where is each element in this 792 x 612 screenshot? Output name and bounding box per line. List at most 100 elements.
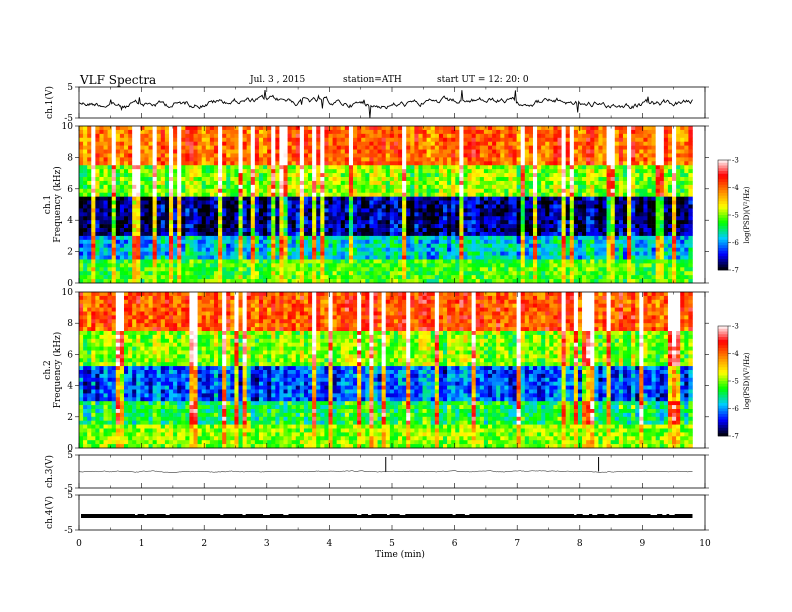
spectrogram-cell	[336, 177, 342, 182]
spectrogram-cell	[606, 192, 611, 197]
spectrogram-cell	[443, 165, 448, 170]
spectrogram-cell	[492, 133, 497, 139]
spectrogram-cell	[598, 126, 603, 131]
spectrogram-cell	[520, 251, 526, 256]
spectrogram-cell	[410, 243, 415, 248]
spectrogram-cell	[438, 247, 444, 252]
spectrogram-cell	[128, 251, 133, 256]
spectrogram-cell	[99, 192, 104, 197]
spectrogram-cell	[672, 239, 677, 245]
spectrogram-cell	[590, 169, 595, 174]
spectrogram-cell	[246, 196, 252, 201]
spectrogram-cell	[365, 188, 370, 194]
spectrogram-cell	[377, 243, 382, 248]
spectrogram-cell	[357, 216, 362, 221]
spectrogram-cell	[123, 173, 129, 178]
spectrogram-cell	[414, 184, 419, 190]
spectrogram-cell	[353, 165, 358, 170]
spectrogram-cell	[299, 173, 305, 178]
spectrogram-cell	[316, 243, 321, 248]
spectrogram-cell	[189, 208, 194, 213]
spectrogram-cell	[451, 247, 456, 252]
spectrogram-cell	[410, 188, 415, 194]
spectrogram-cell	[569, 137, 575, 142]
spectrogram-cell	[357, 177, 362, 182]
spectrogram-cell	[95, 208, 100, 213]
spectrogram-cell	[357, 192, 362, 197]
spectrogram-cell	[177, 212, 182, 217]
spectrogram-cell	[508, 141, 513, 146]
spectrogram-cell	[263, 137, 268, 142]
spectrogram-cell	[496, 149, 501, 154]
spectrogram-cell	[181, 247, 186, 252]
spectrogram-cell	[627, 145, 632, 150]
spectrogram-cell	[123, 212, 129, 217]
spectrogram-cell	[398, 129, 403, 135]
spectrogram-cell	[308, 169, 313, 174]
spectrogram-cell	[99, 145, 104, 150]
spectrogram-cell	[201, 216, 207, 221]
spectrogram-cell	[132, 200, 137, 205]
spectrogram-cell	[312, 196, 317, 201]
spectrogram-cell	[181, 161, 186, 166]
spectrogram-cell	[181, 188, 186, 194]
spectrogram-cell	[83, 141, 88, 146]
spectrogram-cell	[128, 180, 133, 186]
spectrogram-cell	[557, 239, 562, 245]
spectrogram-cell	[136, 173, 141, 178]
spectrogram-cell	[643, 192, 648, 197]
spectrogram-cell	[422, 235, 427, 241]
spectrogram-cell	[573, 224, 579, 229]
spectrogram-cell	[455, 216, 460, 221]
spectrogram-cell	[381, 188, 387, 194]
spectrogram-cell	[688, 177, 693, 182]
spectrogram-cell	[95, 153, 100, 158]
spectrogram-cell	[627, 153, 632, 158]
spectrogram-cell	[688, 173, 693, 178]
spectrogram-cell	[226, 126, 231, 131]
spectrogram-cell	[189, 153, 194, 158]
spectrogram-cell	[361, 196, 366, 201]
spectrogram-cell	[504, 188, 509, 194]
spectrogram-cell	[111, 169, 117, 174]
spectrogram-cell	[132, 212, 137, 217]
spectrogram-cell	[414, 231, 419, 237]
spectrogram-cell	[590, 177, 595, 182]
spectrogram-cell	[283, 180, 288, 186]
spectrogram-cell	[639, 184, 644, 190]
spectrogram-cell	[275, 208, 280, 213]
spectrogram-cell	[410, 141, 415, 146]
spectrogram-cell	[659, 196, 665, 201]
spectrogram-cell	[377, 235, 382, 241]
spectrogram-cell	[132, 216, 137, 221]
spectrogram-cell	[156, 137, 162, 142]
spectrogram-cell	[549, 243, 554, 248]
spectrogram-cell	[91, 220, 96, 225]
spectrogram-cell	[667, 247, 673, 252]
spectrogram-cell	[426, 184, 432, 190]
spectrogram-cell	[263, 161, 268, 166]
spectrogram-cell	[586, 212, 591, 217]
spectrogram-cell	[483, 188, 489, 194]
spectrogram-cell	[651, 180, 656, 186]
spectrogram-cell	[115, 235, 121, 241]
spectrogram-cell	[267, 157, 272, 162]
spectrogram-cell	[582, 192, 587, 197]
spectrogram-cell	[119, 196, 125, 201]
spectrogram-cell	[140, 247, 145, 252]
spectrogram-cell	[107, 212, 113, 217]
spectrogram-cell	[549, 224, 554, 229]
spectrogram-cell	[320, 133, 325, 139]
spectrogram-cell	[87, 180, 92, 186]
spectrogram-cell	[312, 224, 317, 229]
spectrogram-cell	[393, 247, 399, 252]
spectrogram-cell	[467, 196, 472, 201]
spectrogram-cell	[119, 126, 125, 131]
spectrogram-cell	[328, 153, 333, 158]
spectrogram-cell	[447, 161, 452, 166]
spectrogram-cell	[565, 251, 571, 256]
spectrogram-cell	[451, 141, 456, 146]
spectrogram-cell	[377, 247, 382, 252]
spectrogram-cell	[377, 196, 382, 201]
spectrogram-cell	[287, 173, 292, 178]
